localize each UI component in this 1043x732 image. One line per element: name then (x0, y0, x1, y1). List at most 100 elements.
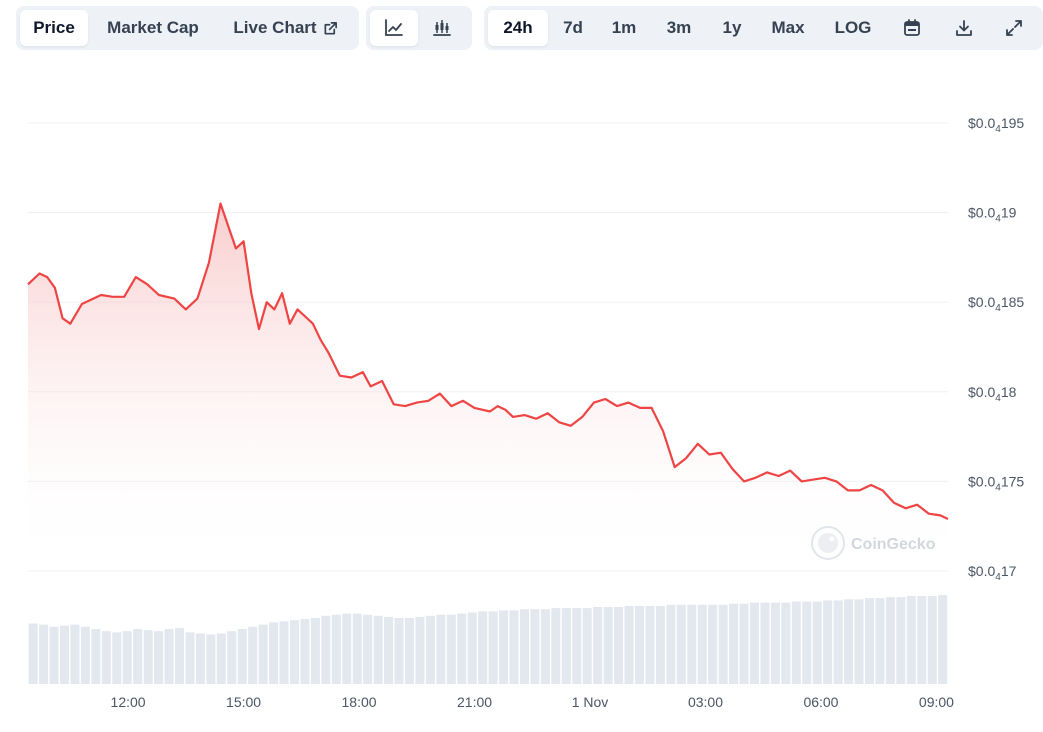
tab-live-chart[interactable]: Live Chart (218, 10, 353, 46)
volume-bar (28, 623, 38, 684)
volume-bar (634, 605, 645, 684)
volume-bar (227, 631, 237, 684)
tab-market-cap[interactable]: Market Cap (107, 18, 199, 37)
y-tick-prefix: $0.0 (968, 384, 995, 400)
volume-bar (823, 600, 833, 684)
volume-bar (864, 598, 875, 684)
volume-bar (279, 621, 289, 684)
candlestick-chart-button[interactable] (418, 10, 466, 46)
volume-bar (206, 634, 216, 684)
volume-bar (499, 610, 509, 684)
volume-bar (467, 612, 477, 684)
x-tick-label: 03:00 (688, 694, 723, 710)
y-tick-prefix: $0.0 (968, 115, 995, 131)
volume-bar (342, 613, 352, 684)
line-chart-button[interactable] (370, 10, 418, 46)
range-7d-button[interactable]: 7d (563, 18, 583, 37)
watermark-text: CoinGecko (851, 536, 936, 553)
x-tick-label: 21:00 (457, 694, 492, 710)
volume-bar (446, 614, 456, 684)
volume-bar (770, 602, 780, 684)
volume-bar (373, 615, 383, 684)
y-tick-subscript: 4 (995, 124, 1001, 135)
volume-bar (572, 608, 582, 684)
volume-bar (394, 618, 404, 684)
volume-bar (540, 609, 550, 684)
volume-bar (384, 616, 394, 684)
volume-bar (133, 629, 143, 684)
fullscreen-button[interactable] (990, 10, 1038, 46)
volume-bar (739, 603, 749, 684)
volume-bar (781, 602, 791, 684)
tab-price[interactable]: Price (20, 10, 88, 46)
volume-bar (269, 622, 279, 684)
price-area (28, 203, 948, 571)
price-area-fill (28, 203, 948, 571)
volume-bar (582, 608, 592, 684)
volume-bar (195, 633, 205, 684)
volume-bar (331, 614, 341, 684)
calendar-button[interactable] (886, 10, 938, 46)
volume-bar (321, 615, 331, 684)
volume-bar (812, 601, 822, 684)
x-axis-ticks: 12:00 15:00 18:00 21:00 1 Nov 03:00 06:00 09:00 (111, 694, 955, 710)
calendar-icon (903, 19, 921, 37)
expand-icon (1005, 19, 1023, 37)
volume-bar (185, 632, 195, 684)
volume-bar (289, 620, 300, 684)
volume-bar (80, 626, 90, 684)
range-max-button[interactable]: Max (771, 18, 805, 37)
volume-bar (143, 630, 153, 684)
range-24h-button[interactable]: 24h (488, 10, 548, 46)
volume-bar (59, 625, 70, 684)
line-chart-icon (384, 19, 404, 37)
range-3m-button[interactable]: 3m (666, 18, 692, 37)
metric-tab-group: Price Market Cap Live Chart (16, 6, 359, 50)
volume-bar (39, 624, 49, 684)
y-tick-label: $0.0417 (968, 563, 1017, 583)
range-1y-button[interactable]: 1y (722, 18, 742, 37)
log-scale-button[interactable]: LOG (834, 18, 872, 37)
volume-bar (154, 631, 164, 684)
y-tick-label: $0.04185 (968, 294, 1024, 314)
x-tick-label: 06:00 (803, 694, 838, 710)
volume-bar (530, 609, 540, 684)
volume-bar (174, 627, 185, 684)
volume-bar (833, 600, 843, 684)
coingecko-logo-eye (829, 536, 835, 542)
volume-bar (802, 601, 812, 684)
volume-bar (551, 608, 561, 684)
y-tick-subscript: 4 (995, 214, 1001, 225)
volume-bar (519, 609, 530, 684)
download-button[interactable] (938, 10, 990, 46)
volume-bar (70, 624, 80, 684)
volume-bar (112, 632, 122, 684)
y-tick-suffix: 195 (1001, 115, 1025, 131)
coingecko-logo-icon (811, 526, 845, 560)
x-tick-label: 09:00 (919, 694, 954, 710)
volume-bar (875, 598, 885, 684)
volume-bar (561, 608, 571, 684)
volume-bar (310, 618, 320, 684)
x-tick-label: 15:00 (226, 694, 261, 710)
y-tick-prefix: $0.0 (968, 294, 995, 310)
volume-bar (352, 613, 362, 684)
volume-bar (896, 597, 906, 684)
price-series-line (27, 202, 949, 520)
range-1m-button[interactable]: 1m (611, 18, 637, 37)
y-tick-subscript: 4 (995, 303, 1001, 314)
y-tick-label: $0.04175 (968, 473, 1024, 493)
volume-bars (28, 594, 948, 684)
volume-bar (906, 596, 916, 684)
volume-bar (216, 633, 226, 684)
volume-bar (844, 599, 854, 684)
volume-bar (300, 619, 310, 684)
y-tick-suffix: 19 (1001, 205, 1017, 221)
volume-bar (415, 616, 425, 684)
volume-bar (91, 629, 101, 684)
y-tick-label: $0.0418 (968, 384, 1017, 404)
external-link-icon (323, 21, 338, 36)
volume-bar (938, 594, 948, 684)
volume-bar (593, 607, 603, 684)
